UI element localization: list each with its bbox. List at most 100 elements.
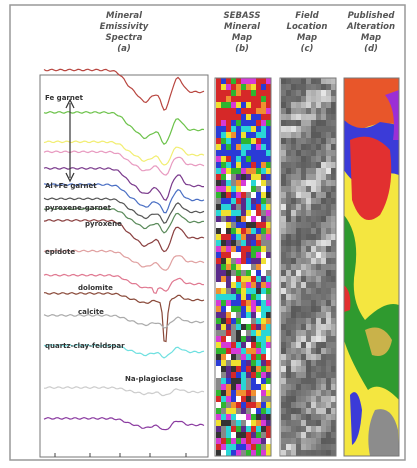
map-b-pixel [261, 132, 266, 138]
map-c-pixel [321, 450, 326, 456]
map-b-pixel [221, 198, 226, 204]
map-c-pixel [316, 330, 321, 336]
map-c-pixel [316, 78, 321, 84]
map-c-pixel [321, 156, 326, 162]
map-b-pixel [246, 156, 251, 162]
map-c-pixel [316, 390, 321, 396]
map-b-pixel [241, 114, 246, 120]
map-b-pixel [261, 162, 266, 168]
map-b-pixel [266, 114, 271, 120]
spectrum-label: Fe garnet [45, 94, 84, 102]
map-b-pixel [216, 216, 221, 222]
map-b-pixel [251, 162, 256, 168]
map-b-pixel [236, 174, 241, 180]
map-c-pixel [311, 444, 316, 450]
map-b-pixel [236, 336, 241, 342]
map-c-pixel [301, 378, 306, 384]
map-c-pixel [296, 162, 301, 168]
map-b-pixel [226, 114, 231, 120]
map-b-pixel [226, 78, 231, 84]
map-c-pixel [311, 192, 316, 198]
map-b-pixel [261, 354, 266, 360]
map-c-pixel [296, 204, 301, 210]
map-b-pixel [261, 228, 266, 234]
map-b-pixel [236, 132, 241, 138]
map-b-pixel [266, 150, 271, 156]
map-b-pixel [216, 180, 221, 186]
map-b-pixel [241, 108, 246, 114]
map-c-pixel [281, 306, 286, 312]
map-c-pixel [296, 450, 301, 456]
map-b-pixel [251, 402, 256, 408]
map-b-pixel [226, 426, 231, 432]
map-b-pixel [256, 180, 261, 186]
map-c-pixel [296, 192, 301, 198]
panel-title: Mineral [106, 11, 143, 21]
map-b-pixel [246, 240, 251, 246]
map-b-pixel [251, 342, 256, 348]
map-b-pixel [266, 390, 271, 396]
map-c-pixel [296, 402, 301, 408]
map-b-pixel [261, 348, 266, 354]
map-b-pixel [216, 336, 221, 342]
map-c-pixel [331, 222, 336, 228]
map-b-pixel [251, 366, 256, 372]
map-c-pixel [311, 324, 316, 330]
map-b-pixel [266, 228, 271, 234]
map-c-pixel [301, 180, 306, 186]
map-b-pixel [221, 408, 226, 414]
map-b-pixel [256, 372, 261, 378]
map-c-pixel [311, 342, 316, 348]
map-b-pixel [216, 318, 221, 324]
map-b-pixel [246, 420, 251, 426]
map-c-pixel [281, 438, 286, 444]
map-c-pixel [321, 360, 326, 366]
map-c-pixel [281, 384, 286, 390]
map-b-pixel [246, 396, 251, 402]
map-c-pixel [311, 168, 316, 174]
map-b-pixel [231, 438, 236, 444]
map-b-pixel [226, 306, 231, 312]
map-c-pixel [301, 372, 306, 378]
map-c-pixel [291, 156, 296, 162]
map-b-pixel [251, 252, 256, 258]
map-b-pixel [261, 276, 266, 282]
map-c-pixel [286, 378, 291, 384]
map-c-pixel [316, 204, 321, 210]
map-c-pixel [306, 234, 311, 240]
map-b-pixel [251, 336, 256, 342]
map-c-pixel [281, 276, 286, 282]
map-c-pixel [321, 252, 326, 258]
map-b-pixel [251, 84, 256, 90]
map-c-pixel [316, 156, 321, 162]
map-b-pixel [216, 408, 221, 414]
map-b-pixel [241, 210, 246, 216]
map-c-pixel [281, 408, 286, 414]
map-c-pixel [286, 192, 291, 198]
map-c-pixel [291, 228, 296, 234]
map-c-pixel [321, 108, 326, 114]
map-b-pixel [251, 360, 256, 366]
map-b-pixel [226, 144, 231, 150]
map-b-pixel [221, 306, 226, 312]
map-c-pixel [331, 270, 336, 276]
map-b-pixel [266, 102, 271, 108]
map-b-pixel [251, 426, 256, 432]
map-c-pixel [331, 156, 336, 162]
map-c-pixel [311, 264, 316, 270]
map-b-pixel [241, 384, 246, 390]
map-c-pixel [286, 132, 291, 138]
map-c-pixel [316, 444, 321, 450]
map-b-pixel [261, 186, 266, 192]
map-c-pixel [311, 414, 316, 420]
map-c-pixel [301, 330, 306, 336]
map-b-pixel [266, 282, 271, 288]
map-b-pixel [236, 354, 241, 360]
map-c-pixel [301, 288, 306, 294]
map-b-pixel [251, 276, 256, 282]
map-b-pixel [256, 342, 261, 348]
panel-title: Location [287, 22, 328, 32]
map-b-pixel [241, 204, 246, 210]
map-c-pixel [326, 258, 331, 264]
map-b-pixel [261, 342, 266, 348]
